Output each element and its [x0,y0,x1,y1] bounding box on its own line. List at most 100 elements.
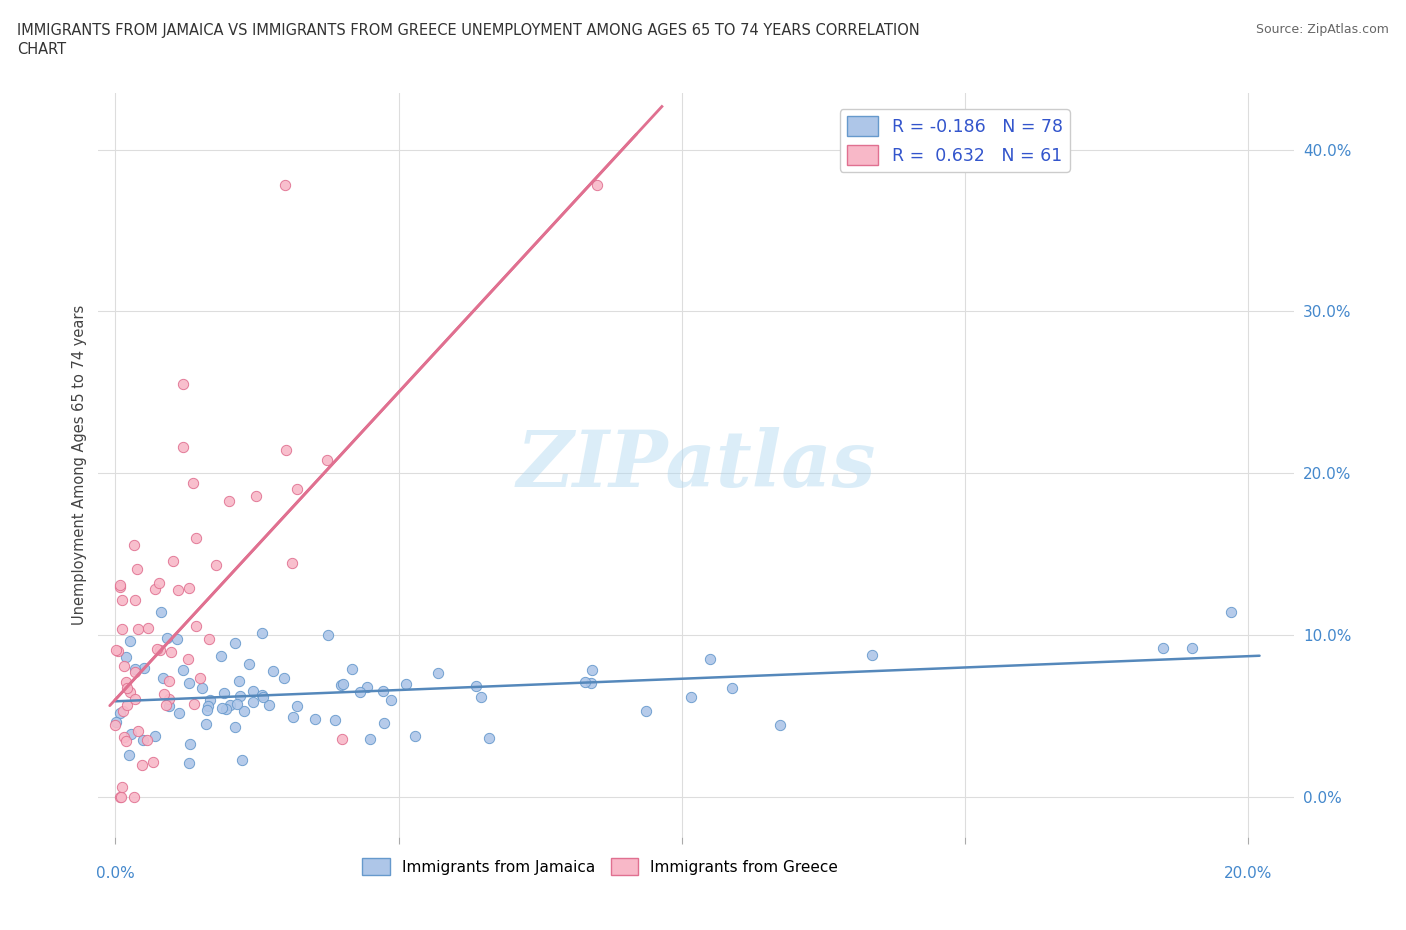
Point [1180,641,1202,656]
Point [111,779,134,794]
Text: CHART: CHART [17,42,66,57]
Point [177,755,200,770]
Point [107,644,129,658]
Point [152,687,174,702]
Point [132,660,155,675]
Point [112,703,135,718]
Point [214,702,236,717]
Point [274,178,297,193]
Point [285,482,308,497]
Point [224,636,246,651]
Point [181,475,204,490]
Point [155,698,177,712]
Point [131,758,153,773]
Point [273,671,295,685]
Point [148,575,170,590]
Point [115,698,138,712]
Point [188,671,211,685]
Point [281,556,304,571]
Point [118,748,141,763]
Text: Source: ZipAtlas.com: Source: ZipAtlas.com [1256,23,1389,36]
Point [1220,604,1243,619]
Point [769,718,792,733]
Point [172,662,194,677]
Point [104,717,127,732]
Point [112,729,135,744]
Point [111,622,134,637]
Point [143,729,166,744]
Point [205,557,228,572]
Point [581,663,603,678]
Point [478,731,501,746]
Point [574,674,596,689]
Point [465,679,488,694]
Point [157,698,180,713]
Point [114,734,136,749]
Point [127,561,149,576]
Point [373,684,395,698]
Point [218,698,240,712]
Point [177,580,200,595]
Point [721,681,744,696]
Point [579,675,602,690]
Point [159,644,181,659]
Point [108,790,131,804]
Point [323,713,346,728]
Point [349,684,371,699]
Point [233,704,256,719]
Point [340,661,363,676]
Point [405,728,427,743]
Point [177,675,200,690]
Point [120,633,142,648]
Point [1152,641,1174,656]
Text: 0.0%: 0.0% [96,866,135,881]
Point [224,720,246,735]
Point [124,592,146,607]
Point [304,711,326,726]
Point [124,665,146,680]
Point [146,642,169,657]
Point [316,453,339,468]
Point [194,717,217,732]
Point [179,737,201,752]
Point [104,714,127,729]
Point [162,554,184,569]
Point [177,651,200,666]
Point [427,665,450,680]
Point [124,691,146,706]
Point [679,690,702,705]
Point [166,631,188,646]
Point [190,681,212,696]
Point [212,685,235,700]
Point [252,688,274,703]
Point [149,604,172,619]
Point [262,664,284,679]
Point [586,178,609,193]
Point [356,679,378,694]
Point [332,676,354,691]
Y-axis label: Unemployment Among Ages 65 to 74 years: Unemployment Among Ages 65 to 74 years [72,305,87,625]
Legend: Immigrants from Jamaica, Immigrants from Greece: Immigrants from Jamaica, Immigrants from… [356,852,845,882]
Point [110,705,132,720]
Point [860,648,883,663]
Point [142,755,165,770]
Point [169,706,191,721]
Point [124,790,146,804]
Point [143,582,166,597]
Point [329,677,352,692]
Point [156,631,179,645]
Point [242,695,264,710]
Point [195,702,218,717]
Point [120,685,142,700]
Point [257,698,280,712]
Point [157,674,180,689]
Text: IMMIGRANTS FROM JAMAICA VS IMMIGRANTS FROM GREECE UNEMPLOYMENT AMONG AGES 65 TO : IMMIGRANTS FROM JAMAICA VS IMMIGRANTS FR… [17,23,920,38]
Point [172,377,194,392]
Point [470,689,492,704]
Point [373,715,395,730]
Point [184,618,207,633]
Point [252,690,274,705]
Point [167,582,190,597]
Point [699,651,721,666]
Point [157,692,180,707]
